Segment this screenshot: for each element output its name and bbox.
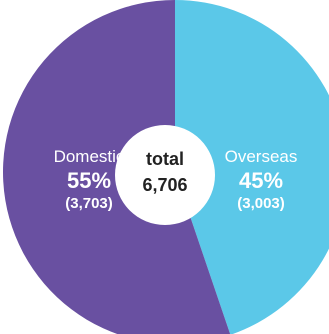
- slice-labels: Overseas 45% (3,003) Domestic 55% (3,703): [54, 147, 298, 212]
- slice-percent-domestic: 55%: [67, 168, 111, 193]
- slice-label-overseas: Overseas: [225, 147, 298, 166]
- center-hole: [115, 125, 215, 225]
- slice-value-overseas: (3,003): [237, 195, 285, 212]
- center-total-value: 6,706: [142, 175, 187, 195]
- slice-value-domestic: (3,703): [65, 195, 113, 212]
- slice-label-domestic: Domestic: [54, 147, 125, 166]
- slice-overseas: [175, 0, 329, 334]
- slice-percent-overseas: 45%: [239, 168, 283, 193]
- center-total-label: total: [146, 149, 184, 169]
